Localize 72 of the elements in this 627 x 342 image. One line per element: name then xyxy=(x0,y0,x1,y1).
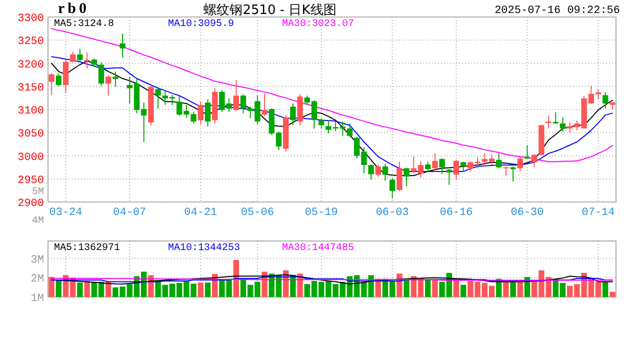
y-tick-label: 3300 xyxy=(18,13,44,25)
candlestick xyxy=(155,86,161,110)
x-tick-label: 05-19 xyxy=(304,207,338,219)
text: MA30:1447485 xyxy=(282,243,354,254)
candlestick xyxy=(112,71,118,88)
candlestick xyxy=(62,60,69,94)
candlestick xyxy=(446,168,452,186)
candlestick xyxy=(346,122,353,138)
x-tick-label: 04-07 xyxy=(113,207,146,219)
candlestick xyxy=(524,144,530,160)
candlestick xyxy=(503,166,509,176)
text: MA10:3095.9 xyxy=(168,19,234,30)
x-tick-label: 06-16 xyxy=(440,207,473,219)
text: MA10:1344253 xyxy=(168,243,240,254)
y-tick-label: 1M xyxy=(30,293,44,305)
candlestick xyxy=(517,156,523,172)
y-tick-label: 3200 xyxy=(18,59,44,72)
candlestick xyxy=(106,74,112,96)
text: 5M xyxy=(32,187,44,198)
candlestick xyxy=(290,102,296,126)
candlestick xyxy=(77,48,83,62)
x-tick-label: 05-06 xyxy=(240,207,274,219)
y-tick-label: 3150 xyxy=(18,82,44,94)
y-tick-label: 3000 xyxy=(18,152,44,164)
line-series xyxy=(51,28,613,162)
text: MA5:3124.8 xyxy=(54,19,114,30)
y-tick-label: 2900 xyxy=(18,198,44,210)
candlestick xyxy=(396,161,402,192)
x-tick-label: 04-21 xyxy=(184,207,218,219)
candlestick xyxy=(120,33,126,58)
candlestick xyxy=(262,92,268,116)
candlestick xyxy=(70,51,76,63)
candlestick xyxy=(453,159,460,180)
chart-subtitle: rb0 xyxy=(58,1,90,17)
y-tick-label: 3100 xyxy=(18,106,44,118)
candlestick xyxy=(318,118,324,129)
text: 4M xyxy=(32,216,44,227)
candlestick xyxy=(404,167,410,187)
candlestick xyxy=(552,112,558,124)
candlestick xyxy=(496,152,502,169)
candlestick xyxy=(546,115,552,129)
candlestick xyxy=(240,94,246,114)
y-tick-label: 3M xyxy=(30,254,44,266)
candlestick xyxy=(560,116,566,132)
candlestick xyxy=(602,91,608,110)
text: MA5:1362971 xyxy=(54,243,120,254)
candlestick xyxy=(48,72,54,96)
candlestick xyxy=(425,161,431,172)
candlestick xyxy=(198,101,204,125)
candlestick xyxy=(382,164,388,182)
text: MA30:3023.07 xyxy=(282,19,354,30)
y-tick-label: 3250 xyxy=(18,36,44,48)
y-tick-label: 2950 xyxy=(18,174,44,187)
candlestick xyxy=(390,177,396,199)
candlestick xyxy=(204,98,211,128)
candlestick xyxy=(375,164,381,178)
x-tick-label: 03-24 xyxy=(49,207,83,219)
x-tick-label: 07-14 xyxy=(582,207,616,219)
candlestick xyxy=(439,158,445,175)
y-tick-label: 2M xyxy=(30,274,44,286)
x-tick-label: 06-03 xyxy=(376,207,409,219)
annotation: 2025-07-16 09:22:56 xyxy=(494,5,620,17)
candlestick xyxy=(532,154,538,168)
candlestick xyxy=(432,152,438,172)
y-tick-label: 3050 xyxy=(18,128,44,141)
chart-title: 螺纹钢2510 - 日K线图 xyxy=(204,3,336,18)
candlestick xyxy=(56,72,62,87)
candlestick xyxy=(368,164,374,180)
candlestick xyxy=(98,62,104,86)
candlestick xyxy=(84,52,90,69)
candlestick xyxy=(233,79,239,112)
x-tick-label: 06-30 xyxy=(510,207,544,219)
